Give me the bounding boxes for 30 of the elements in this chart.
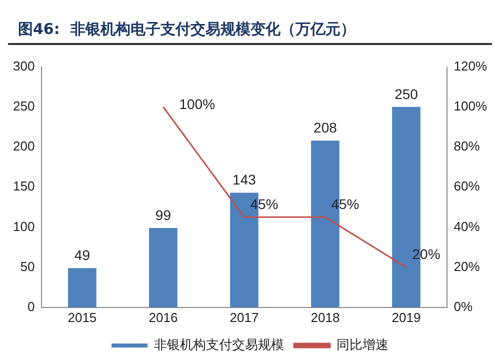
- data-label: 143: [232, 172, 256, 188]
- data-label: 250: [394, 86, 418, 102]
- y-tick-label: 200: [12, 138, 35, 154]
- data-label: 100%: [179, 96, 216, 112]
- x-tick-label: 2017: [230, 310, 259, 325]
- bar: [68, 268, 96, 308]
- y2-tick-label: 0%: [454, 298, 473, 314]
- y2-tick-label: 60%: [454, 178, 480, 194]
- data-label: 49: [74, 246, 90, 263]
- y2-tick-label: 120%: [454, 58, 488, 74]
- y-tick-label: 150: [12, 178, 35, 194]
- y-tick-label: 50: [20, 258, 35, 274]
- y-tick-label: 300: [12, 58, 35, 74]
- x-tick-label: 2015: [68, 310, 97, 325]
- y2-tick-label: 20%: [454, 258, 480, 274]
- y-tick-label: 250: [12, 98, 35, 114]
- data-label: 99: [155, 206, 172, 223]
- y-tick-label: 0: [27, 298, 35, 314]
- bar: [149, 228, 178, 308]
- data-label: 208: [314, 119, 338, 136]
- y2-tick-label: 40%: [454, 218, 480, 234]
- x-tick-label: 2016: [148, 310, 178, 325]
- legend-label: 同比增速: [336, 338, 388, 353]
- y2-tick-label: 100%: [454, 98, 488, 114]
- y2-tick-label: 80%: [454, 138, 480, 154]
- legend-label: 非银机构支付交易规模: [154, 336, 284, 353]
- y-tick-label: 100: [12, 218, 35, 234]
- x-tick-label: 2018: [310, 310, 340, 325]
- chart-title: 图46: 非银机构电子支付交易规模变化（万亿元）: [8, 20, 492, 45]
- x-tick-label: 2019: [392, 310, 421, 325]
